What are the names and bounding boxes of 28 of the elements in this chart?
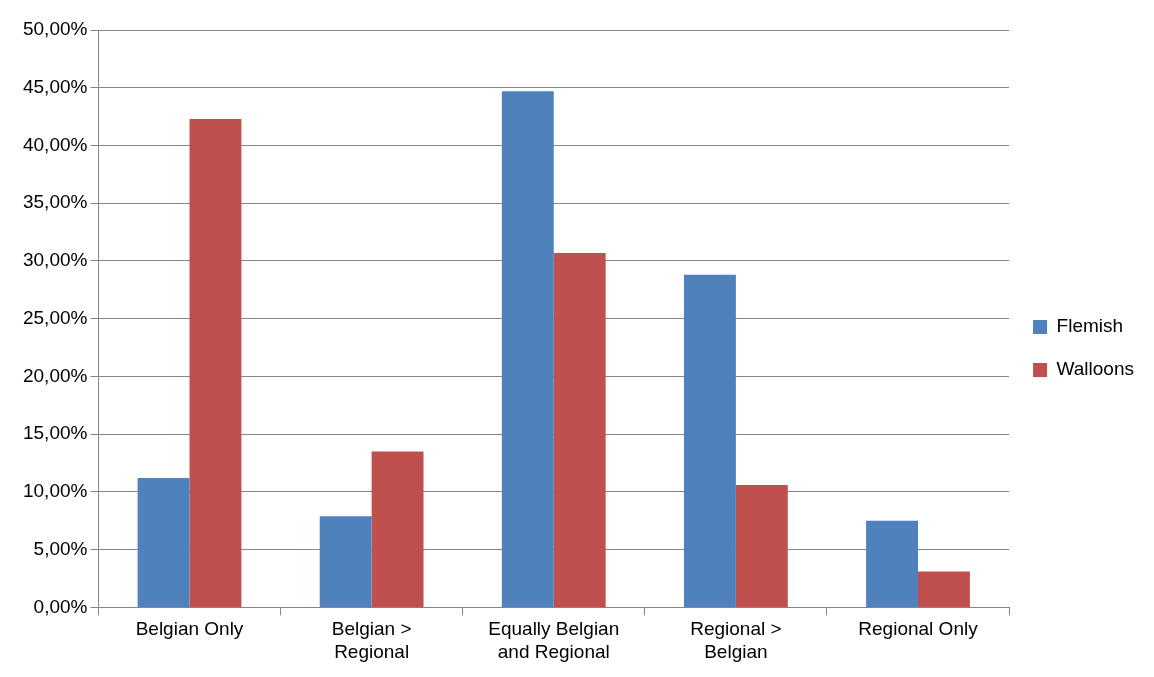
y-tick-label: 50,00%: [22, 18, 88, 40]
bar: [866, 520, 918, 607]
y-tick-label: 25,00%: [22, 306, 88, 328]
y-tick-label: 10,00%: [22, 480, 88, 502]
bar: [371, 451, 424, 607]
y-tick-label: 0,00%: [33, 595, 88, 617]
legend-label: Walloons: [1056, 358, 1135, 380]
legend-label: Flemish: [1056, 315, 1124, 337]
x-tick-label: Regional Only: [858, 618, 979, 640]
bar: [319, 516, 372, 607]
x-tick-label: Regional > Belgian: [690, 618, 782, 662]
y-tick-label: 45,00%: [22, 75, 88, 97]
bar: [189, 118, 242, 607]
y-tick-label: 40,00%: [22, 133, 88, 155]
y-tick-label: 5,00%: [33, 537, 88, 559]
x-tick-label: Belgian Only: [135, 618, 244, 640]
bar: [137, 478, 190, 607]
y-tick-label: 20,00%: [22, 364, 88, 386]
bar: [501, 91, 554, 607]
bar: [918, 571, 970, 607]
bar: [553, 252, 606, 607]
y-tick-label: 15,00%: [22, 422, 88, 444]
y-tick-label: 30,00%: [22, 249, 88, 271]
bar: [735, 484, 788, 607]
x-tick-label: Belgian > Regional: [331, 618, 412, 662]
x-tick-label: Equally Belgian and Regional: [488, 618, 620, 662]
bar: [683, 274, 736, 607]
y-tick-label: 35,00%: [22, 191, 88, 213]
